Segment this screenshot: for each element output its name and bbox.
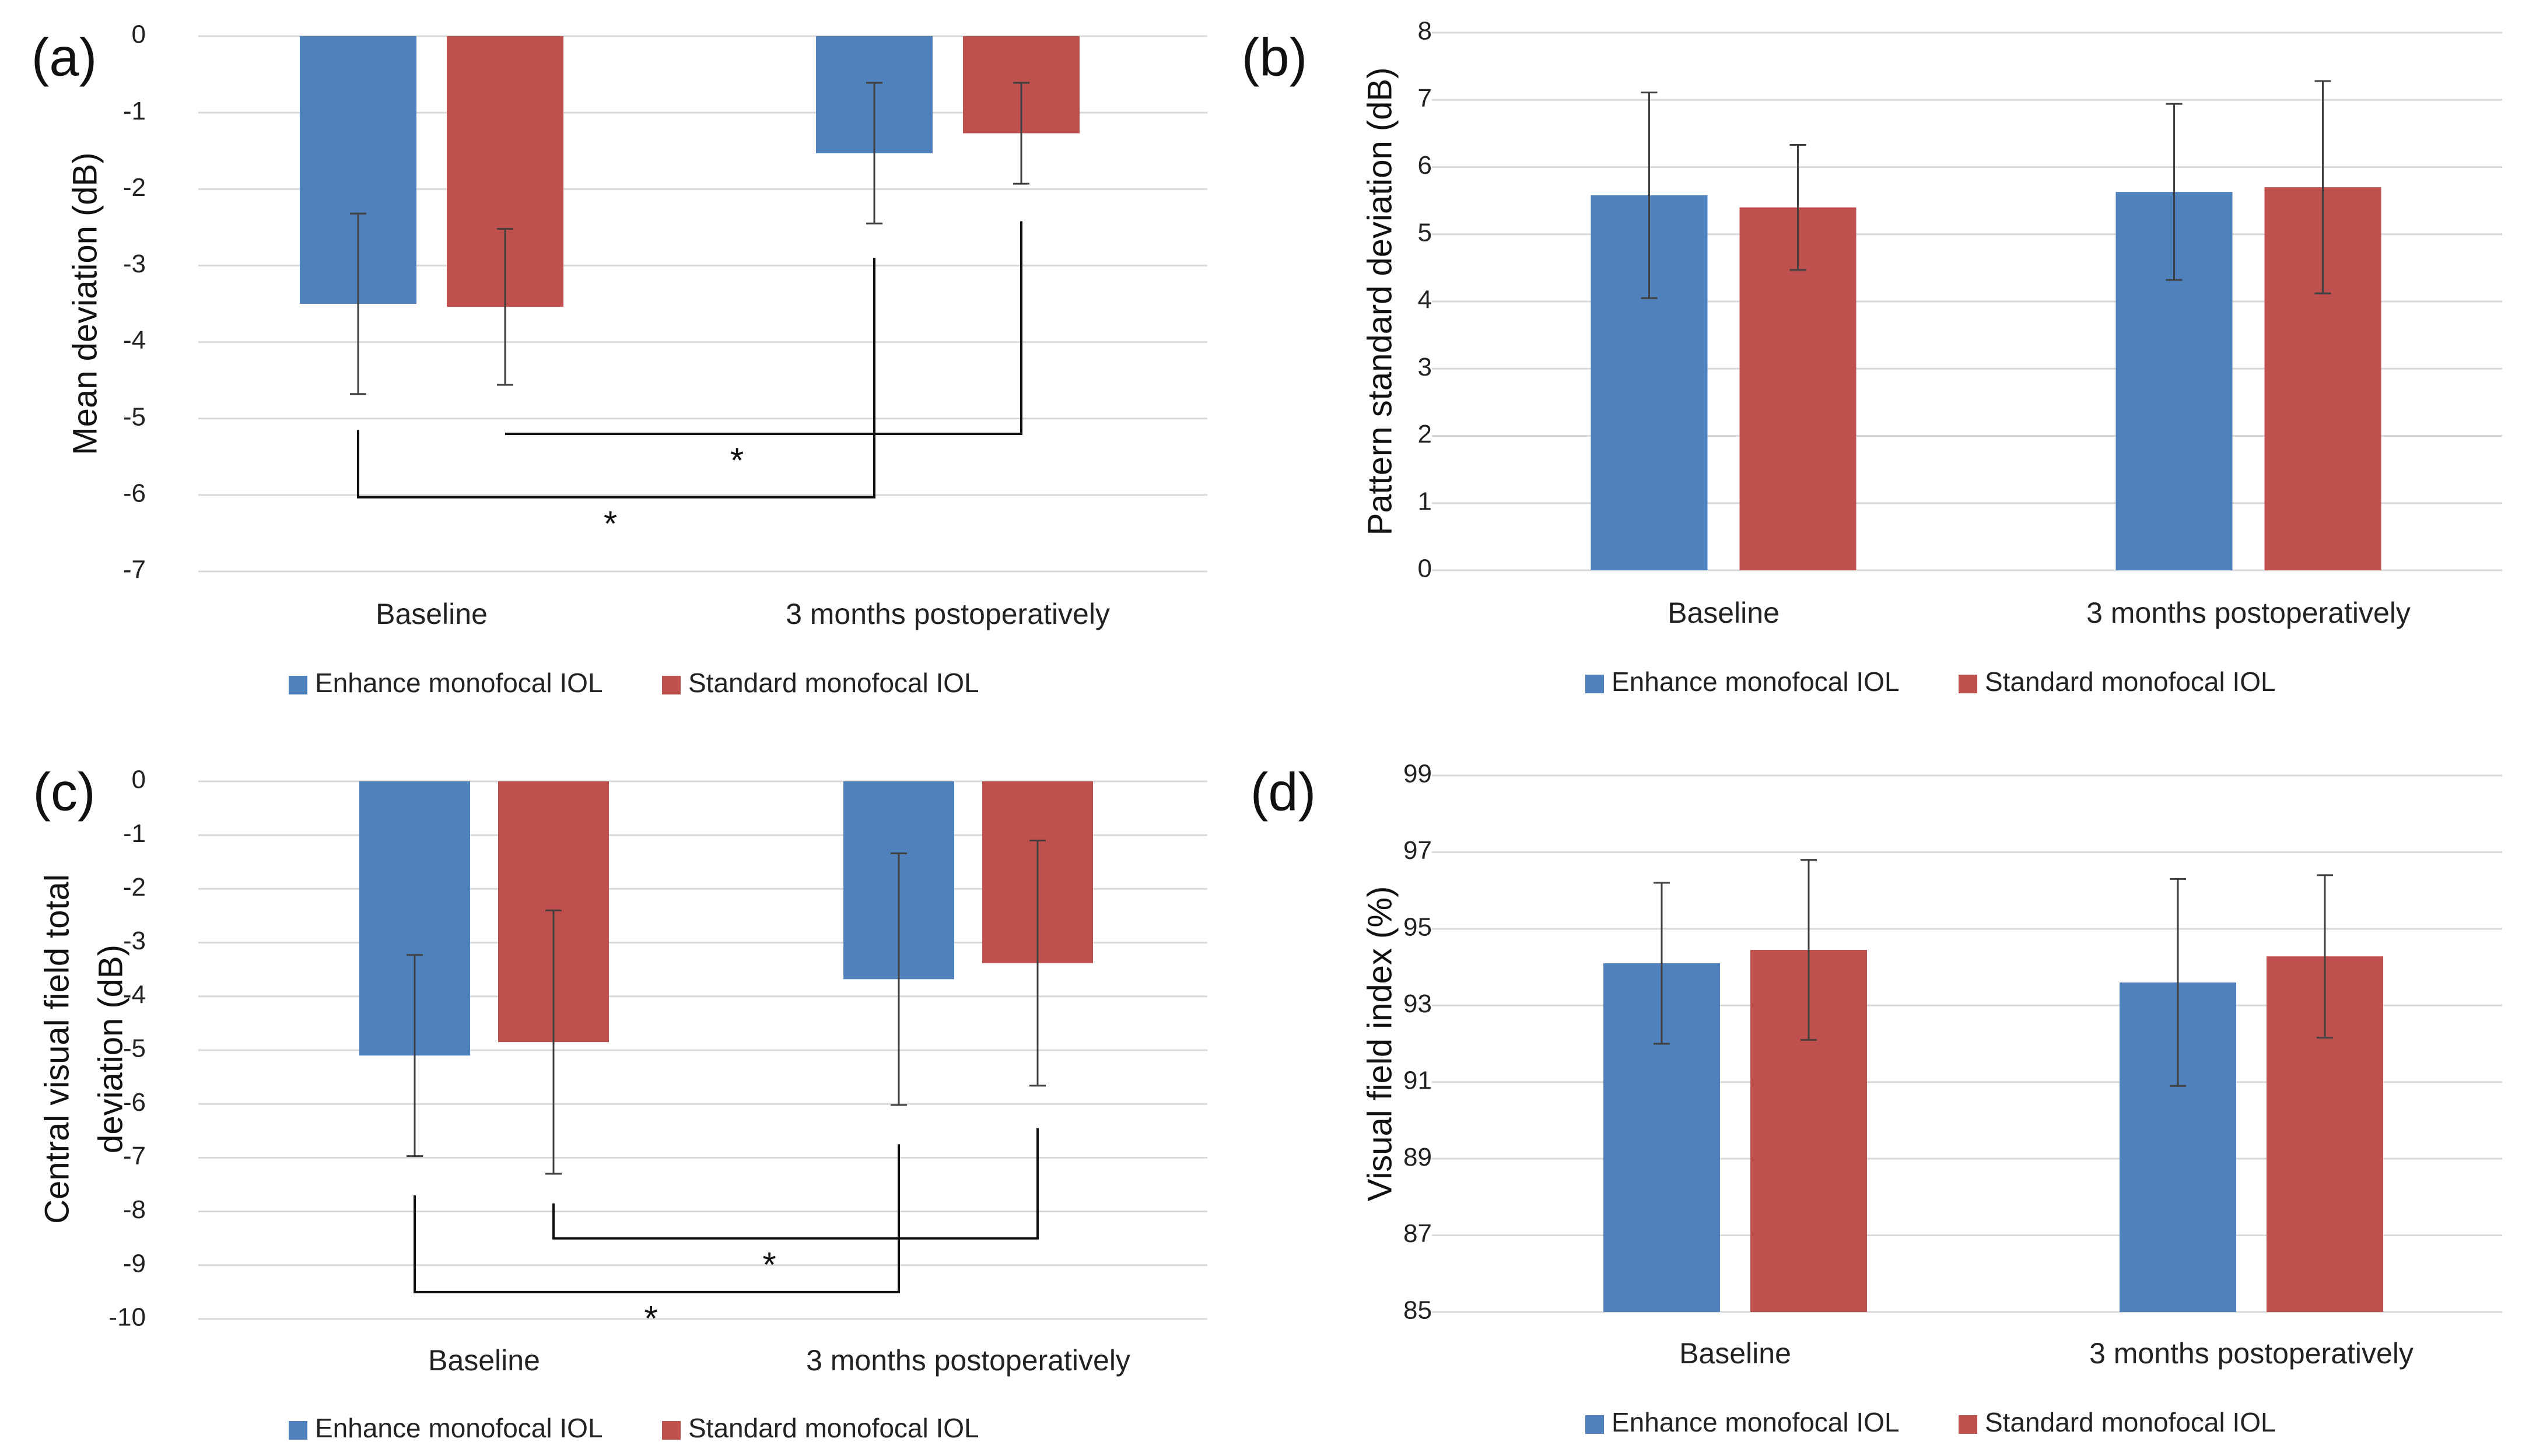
y-tick-label: 0	[1418, 555, 1432, 583]
y-tick-label: -6	[123, 479, 146, 507]
chart-panel: (d) 99 97 95 93 91 89 87 85 Visual field index (%…	[1251, 760, 2502, 1437]
y-tick-label: 4	[1418, 286, 1432, 314]
x-category-label: Baseline	[1668, 597, 1780, 629]
significance-bracket	[552, 1128, 1039, 1240]
chart-panel: (b) 8 7 6 5 4 3 2 1 0 Pattern standard deviation (…	[1242, 17, 2502, 697]
legend-swatch	[662, 1421, 681, 1440]
y-tick-label: 0	[132, 20, 146, 49]
x-category-label: 3 months postoperatively	[786, 598, 1110, 630]
y-axis-label: deviation (dB)	[92, 945, 129, 1153]
legend-label: Enhance monofocal IOL	[315, 668, 603, 698]
y-tick-label: 2	[1418, 420, 1432, 448]
panel-label: (c)	[33, 762, 95, 822]
y-tick-label: -8	[123, 1195, 146, 1224]
legend-label: Standard monofocal IOL	[1985, 1407, 2276, 1437]
y-tick-label: -5	[123, 402, 146, 431]
y-tick-label: -4	[123, 326, 146, 355]
legend-label: Standard monofocal IOL	[688, 668, 979, 698]
panel-label: (d)	[1251, 762, 1316, 822]
y-tick-label: 85	[1403, 1296, 1432, 1325]
y-tick-label: 3	[1418, 353, 1432, 381]
panel-label: (a)	[31, 27, 97, 87]
significance-label: *	[730, 441, 744, 480]
legend-swatch	[289, 676, 307, 694]
legend-swatch	[1585, 675, 1604, 693]
y-axis-label: Visual field index (%)	[1361, 886, 1399, 1202]
y-tick-label: -7	[123, 556, 146, 584]
legend-label: Enhance monofocal IOL	[1612, 666, 1900, 697]
x-category-label: Baseline	[376, 598, 488, 630]
significance-bracket	[505, 221, 1022, 435]
y-tick-label: -3	[123, 250, 146, 278]
significance-label: *	[604, 504, 617, 543]
y-tick-label: -3	[123, 927, 146, 955]
y-axis-label: Central visual field total	[38, 874, 76, 1224]
y-tick-label: 89	[1403, 1143, 1432, 1171]
x-category-label: Baseline	[1679, 1337, 1791, 1370]
chart-panel: (a) 0 -1 -2 -3 -4 -5 -6 -7 Mean deviation (dB) Bas…	[31, 20, 1207, 698]
legend-swatch	[1959, 675, 1977, 693]
y-tick-label: 93	[1403, 990, 1432, 1018]
chart-panel: (c) 0 -1 -2 -3 -4 -5 -6 -7 -8 -9 -10 Central visual …	[33, 762, 1207, 1443]
y-tick-label: 6	[1418, 151, 1432, 180]
significance-label: *	[644, 1299, 657, 1338]
y-axis-label: Mean deviation (dB)	[66, 152, 104, 455]
y-tick-label: 0	[132, 766, 146, 794]
y-axis-label: Pattern standard deviation (dB)	[1361, 68, 1399, 536]
x-category-label: 3 months postoperatively	[806, 1344, 1130, 1377]
y-tick-label: 87	[1403, 1219, 1432, 1248]
significance-bracket	[414, 1144, 900, 1293]
y-tick-label: 1	[1418, 487, 1432, 515]
legend-swatch	[289, 1421, 307, 1440]
legend-label: Enhance monofocal IOL	[1612, 1407, 1900, 1437]
y-tick-label: -1	[123, 97, 146, 125]
panel-label: (b)	[1242, 27, 1307, 87]
y-tick-label: 8	[1418, 17, 1432, 45]
y-tick-label: -7	[123, 1142, 146, 1170]
y-tick-label: -10	[108, 1303, 146, 1332]
y-tick-label: 5	[1418, 218, 1432, 247]
y-tick-label: 97	[1403, 836, 1432, 865]
significance-bracket	[357, 258, 875, 499]
x-category-label: Baseline	[428, 1344, 540, 1377]
significance-label: *	[762, 1246, 776, 1285]
legend-label: Standard monofocal IOL	[1985, 666, 2276, 697]
legend-swatch	[1585, 1415, 1604, 1434]
y-tick-label: 99	[1403, 760, 1432, 788]
y-tick-label: 95	[1403, 913, 1432, 941]
x-category-label: 3 months postoperatively	[2086, 597, 2411, 629]
y-tick-label: -9	[123, 1249, 146, 1278]
y-tick-label: 91	[1403, 1066, 1432, 1094]
x-category-label: 3 months postoperatively	[2089, 1337, 2414, 1370]
y-tick-label: -5	[123, 1034, 146, 1063]
y-tick-label: -1	[123, 819, 146, 848]
legend-label: Standard monofocal IOL	[688, 1413, 979, 1443]
y-tick-label: -2	[123, 873, 146, 901]
legend-swatch	[662, 676, 681, 694]
y-tick-label: -4	[123, 980, 146, 1009]
y-tick-label: 7	[1418, 84, 1432, 113]
legend-swatch	[1959, 1415, 1977, 1434]
legend-label: Enhance monofocal IOL	[315, 1413, 603, 1443]
y-tick-label: -2	[123, 173, 146, 202]
y-tick-label: -6	[123, 1088, 146, 1117]
